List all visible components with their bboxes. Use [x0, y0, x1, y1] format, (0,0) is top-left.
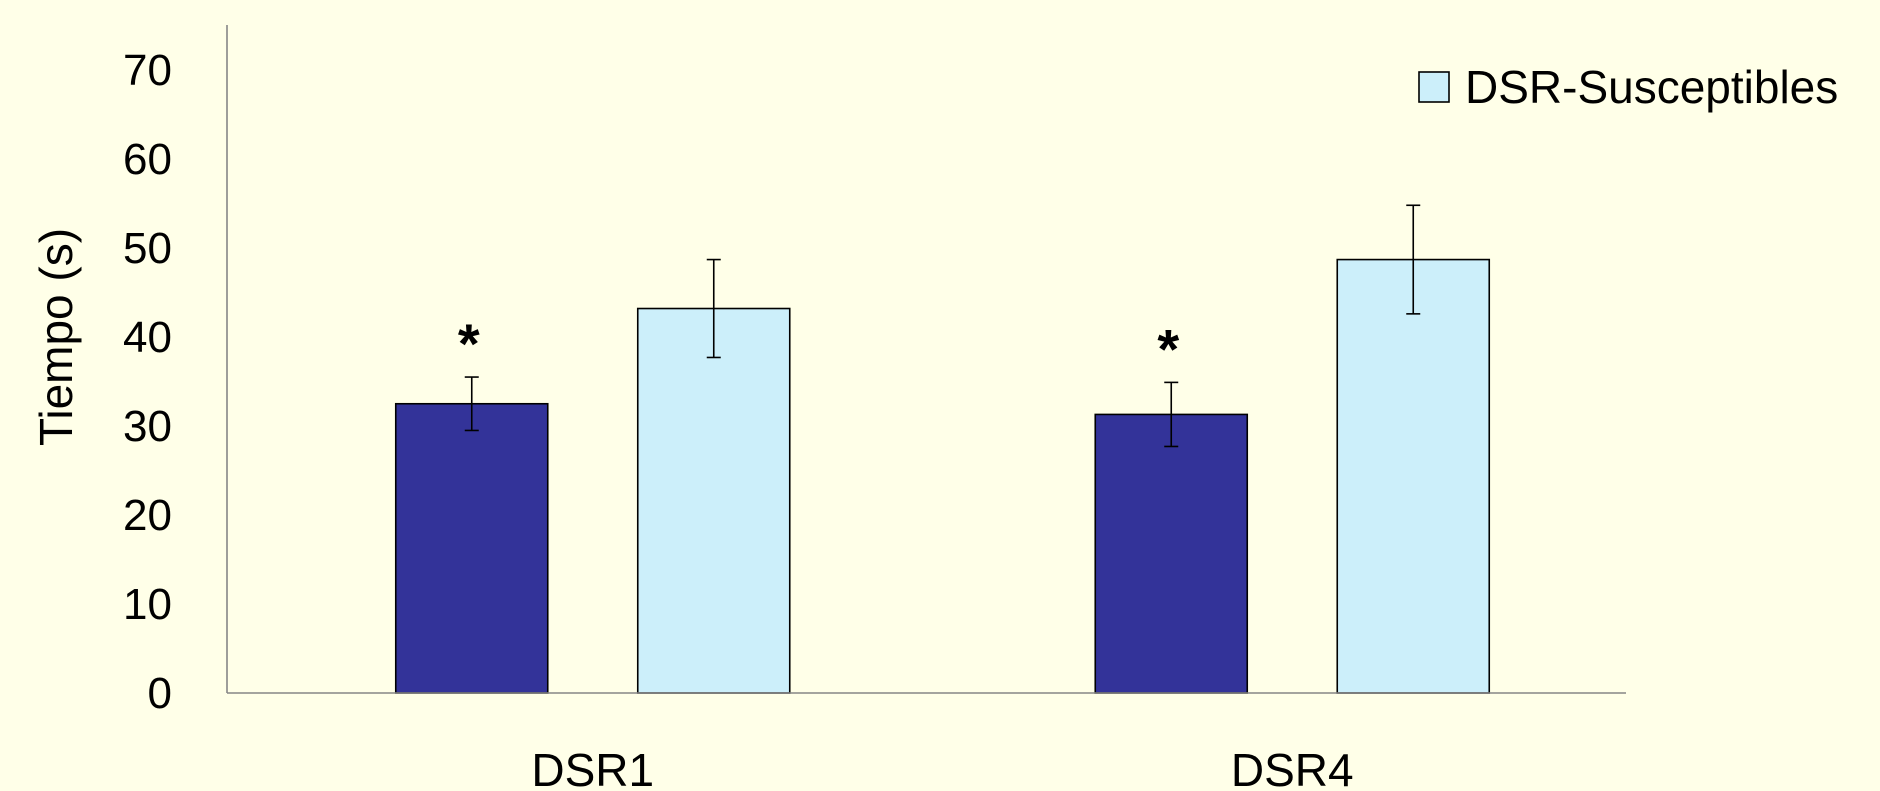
bar: [1094, 413, 1249, 694]
y-tick-label: 50: [123, 224, 172, 273]
legend-swatch: [1418, 71, 1450, 103]
y-axis-ticks: 0 10 20 30 40 50 60 70: [123, 46, 172, 718]
y-tick-label: 40: [123, 313, 172, 362]
bar: [394, 402, 549, 694]
bar: [636, 307, 791, 694]
category-label: DSR1: [531, 744, 654, 791]
y-tick-label: 10: [123, 580, 172, 629]
category-labels: DSR1 DSR4: [531, 744, 1353, 791]
y-tick-label: 70: [123, 46, 172, 95]
y-tick-label: 0: [148, 669, 172, 718]
y-tick-label: 20: [123, 491, 172, 540]
legend: DSR-Susceptibles: [1418, 61, 1838, 113]
significance-marker: *: [458, 312, 480, 375]
axes: [226, 25, 1626, 694]
category-label: DSR4: [1231, 744, 1354, 791]
y-axis-label: Tiempo (s): [30, 228, 82, 446]
bar: [1336, 258, 1491, 694]
y-tick-label: 60: [123, 135, 172, 184]
bars: * *: [394, 204, 1491, 694]
legend-label: DSR-Susceptibles: [1465, 61, 1838, 113]
significance-marker: *: [1157, 317, 1179, 380]
y-tick-label: 30: [123, 402, 172, 451]
